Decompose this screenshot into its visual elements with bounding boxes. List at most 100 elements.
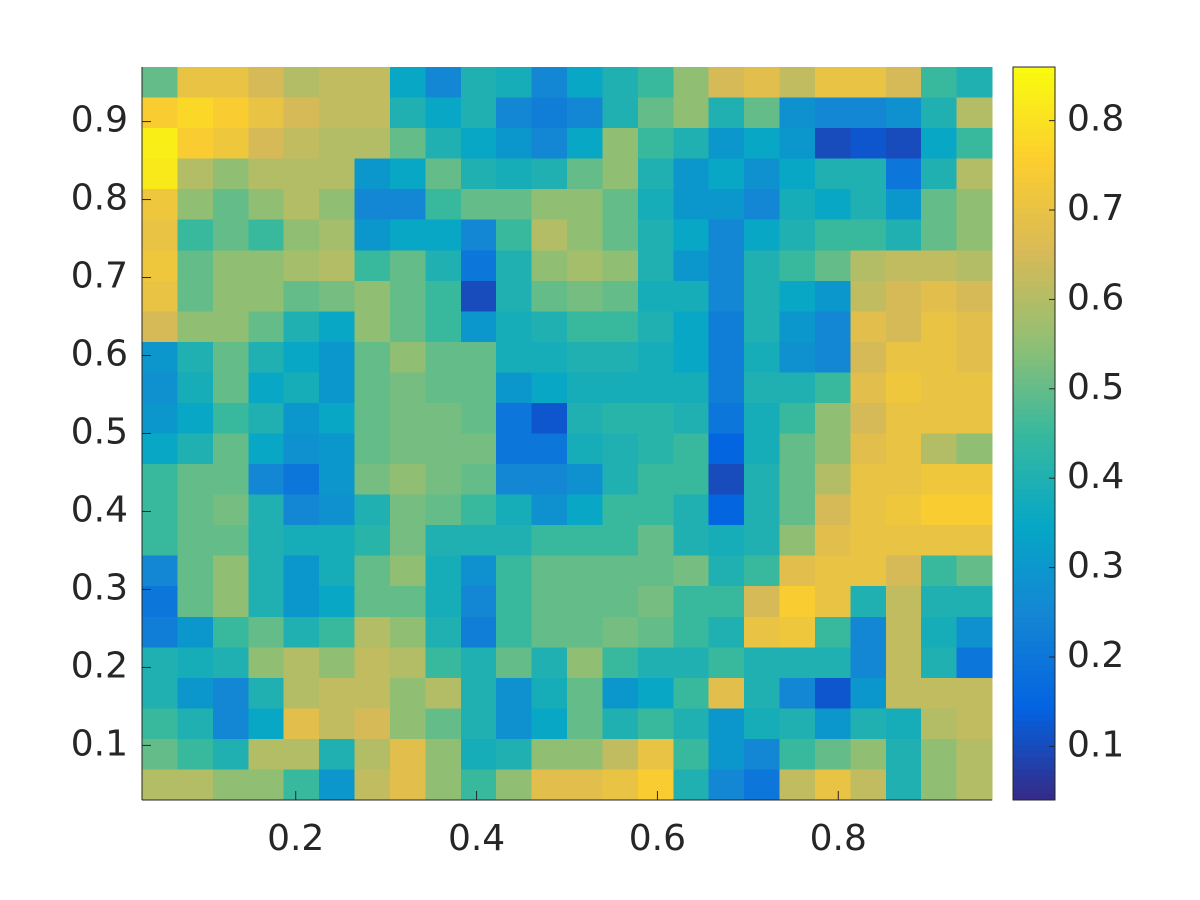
heat-cell	[885, 97, 922, 129]
heat-cell	[354, 97, 391, 129]
heat-cell	[319, 616, 356, 648]
heat-cell	[177, 158, 214, 190]
heat-cell	[212, 402, 249, 435]
heat-cell	[850, 677, 887, 709]
heat-cell	[354, 67, 391, 99]
heat-cell	[744, 769, 781, 801]
heat-cell	[496, 67, 533, 99]
heat-cell	[637, 250, 674, 282]
heat-cell	[177, 67, 214, 99]
heat-cell	[708, 219, 745, 251]
heat-cell	[212, 97, 249, 129]
heat-cell	[602, 708, 639, 740]
heat-cell	[142, 97, 179, 129]
colorbar-band	[1013, 360, 1055, 367]
heat-cell	[708, 586, 745, 618]
heat-cell	[248, 402, 285, 435]
heat-cell	[567, 769, 604, 801]
heat-cell	[956, 250, 993, 282]
heat-cell	[212, 158, 249, 190]
heat-cell	[850, 311, 887, 343]
heat-cell	[425, 97, 462, 129]
heat-cell	[744, 158, 781, 190]
colorbar-band	[1013, 390, 1055, 398]
heat-cell	[531, 494, 568, 526]
heat-cell	[708, 250, 745, 282]
heat-cell	[177, 555, 214, 587]
heat-cell	[744, 372, 781, 404]
heat-cell	[177, 219, 214, 251]
heat-cell	[177, 189, 214, 221]
heat-cell	[496, 341, 533, 374]
heat-cell	[354, 769, 391, 801]
heat-cell	[177, 433, 214, 465]
heat-cell	[283, 158, 320, 190]
heat-cell	[142, 402, 179, 435]
heat-cell	[177, 769, 214, 801]
heat-cell	[354, 616, 391, 648]
heat-cell	[602, 402, 639, 435]
heat-cell	[531, 311, 568, 343]
heat-cell	[460, 769, 497, 801]
heat-cell	[708, 494, 745, 526]
heat-cell	[531, 769, 568, 801]
heat-cell	[248, 769, 285, 801]
colorbar-band	[1013, 567, 1055, 575]
heat-cell	[814, 525, 851, 557]
heat-cell	[779, 311, 816, 343]
heat-cell	[425, 555, 462, 587]
heat-cell	[248, 219, 285, 251]
heat-cell	[673, 647, 710, 679]
heat-cell	[602, 586, 639, 618]
heat-cell	[248, 158, 285, 190]
heat-cell	[673, 769, 710, 801]
heat-cell	[779, 616, 816, 648]
heat-cell	[708, 372, 745, 404]
heat-cell	[850, 616, 887, 648]
colorbar-band	[1013, 500, 1055, 508]
heat-cell	[637, 738, 674, 771]
heat-cell	[496, 464, 533, 496]
heat-cell	[814, 311, 851, 343]
heat-cell	[142, 677, 179, 709]
heat-cell	[354, 464, 391, 496]
heat-cell	[885, 708, 922, 740]
colorbar: 0.1 0.2 0.3 0.4 0.5 0.6 0.7 0.8	[1012, 66, 1124, 801]
heat-cell	[956, 97, 993, 129]
heat-cell	[779, 189, 816, 221]
heat-cell	[779, 494, 816, 526]
heat-cell	[673, 250, 710, 282]
heat-cell	[460, 616, 497, 648]
colorbar-band	[1013, 628, 1055, 636]
colorbar-band	[1013, 781, 1055, 789]
heat-cell	[389, 372, 426, 404]
colorbar-band	[1013, 286, 1055, 294]
heat-cell	[425, 525, 462, 557]
heat-cell	[956, 372, 993, 404]
heat-cell	[177, 647, 214, 679]
heat-cell	[814, 586, 851, 618]
heat-cell	[637, 616, 674, 648]
heat-cell	[177, 341, 214, 374]
heat-cell	[531, 677, 568, 709]
heat-cell	[460, 464, 497, 496]
heat-cell	[673, 219, 710, 251]
colorbar-band	[1013, 635, 1055, 642]
heat-cell	[354, 738, 391, 771]
heat-cell	[319, 158, 356, 190]
colorbar-band	[1013, 109, 1055, 117]
heat-cell	[850, 128, 887, 160]
heat-cell	[319, 250, 356, 282]
heat-cell	[531, 97, 568, 129]
colorbar-tick-label: 0.5	[1067, 367, 1124, 408]
heat-cell	[248, 525, 285, 557]
heat-cell	[637, 280, 674, 312]
heat-cell	[389, 97, 426, 129]
colorbar-band	[1013, 745, 1055, 752]
heat-cell	[425, 402, 462, 435]
colorbar-band	[1013, 103, 1055, 111]
heat-cell	[814, 158, 851, 190]
heat-cell	[389, 616, 426, 648]
heat-cell	[814, 372, 851, 404]
